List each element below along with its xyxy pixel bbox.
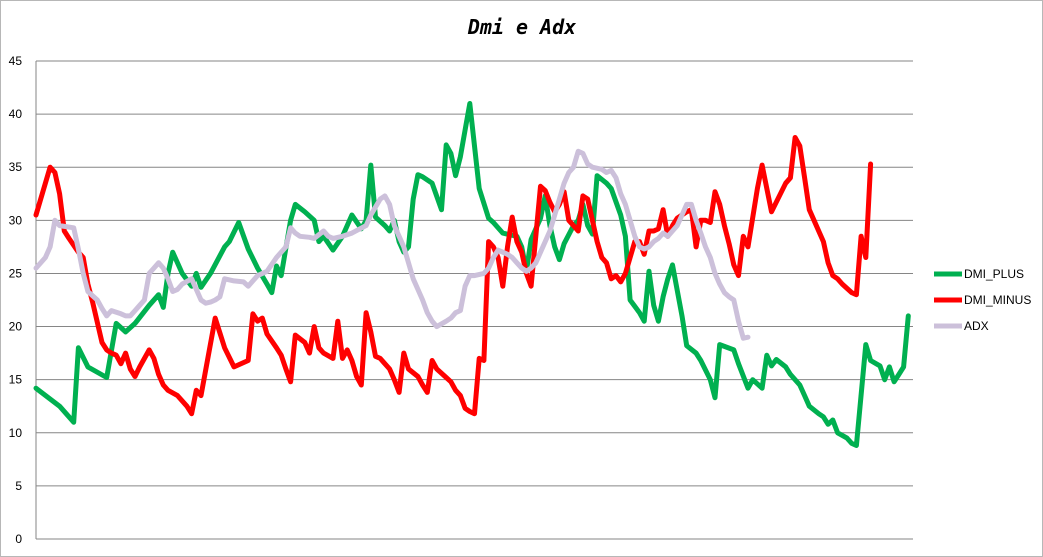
chart-title: Dmi e Adx <box>467 15 576 39</box>
y-tick-label: 15 <box>9 373 23 387</box>
y-tick-label: 5 <box>15 479 22 493</box>
y-tick-label: 40 <box>9 107 23 121</box>
y-tick-label: 0 <box>15 532 22 546</box>
legend-label: DMI_MINUS <box>964 293 1031 307</box>
series-line-dmi-minus <box>33 135 874 417</box>
y-tick-label: 10 <box>9 426 23 440</box>
gridlines <box>35 60 913 540</box>
y-tick-label: 20 <box>9 320 23 334</box>
series-lines <box>33 101 911 448</box>
y-tick-label: 30 <box>9 213 23 227</box>
y-axis-ticks: 0 5 10 15 20 25 30 35 40 45 <box>9 54 23 546</box>
legend-label: DMI_PLUS <box>964 267 1024 281</box>
legend-label: ADX <box>964 319 989 333</box>
legend: DMI_PLUS DMI_MINUS ADX <box>934 267 1031 333</box>
y-tick-label: 35 <box>9 160 23 174</box>
series-line-adx <box>33 148 751 341</box>
y-tick-label: 45 <box>9 54 23 68</box>
y-tick-label: 25 <box>9 266 23 280</box>
